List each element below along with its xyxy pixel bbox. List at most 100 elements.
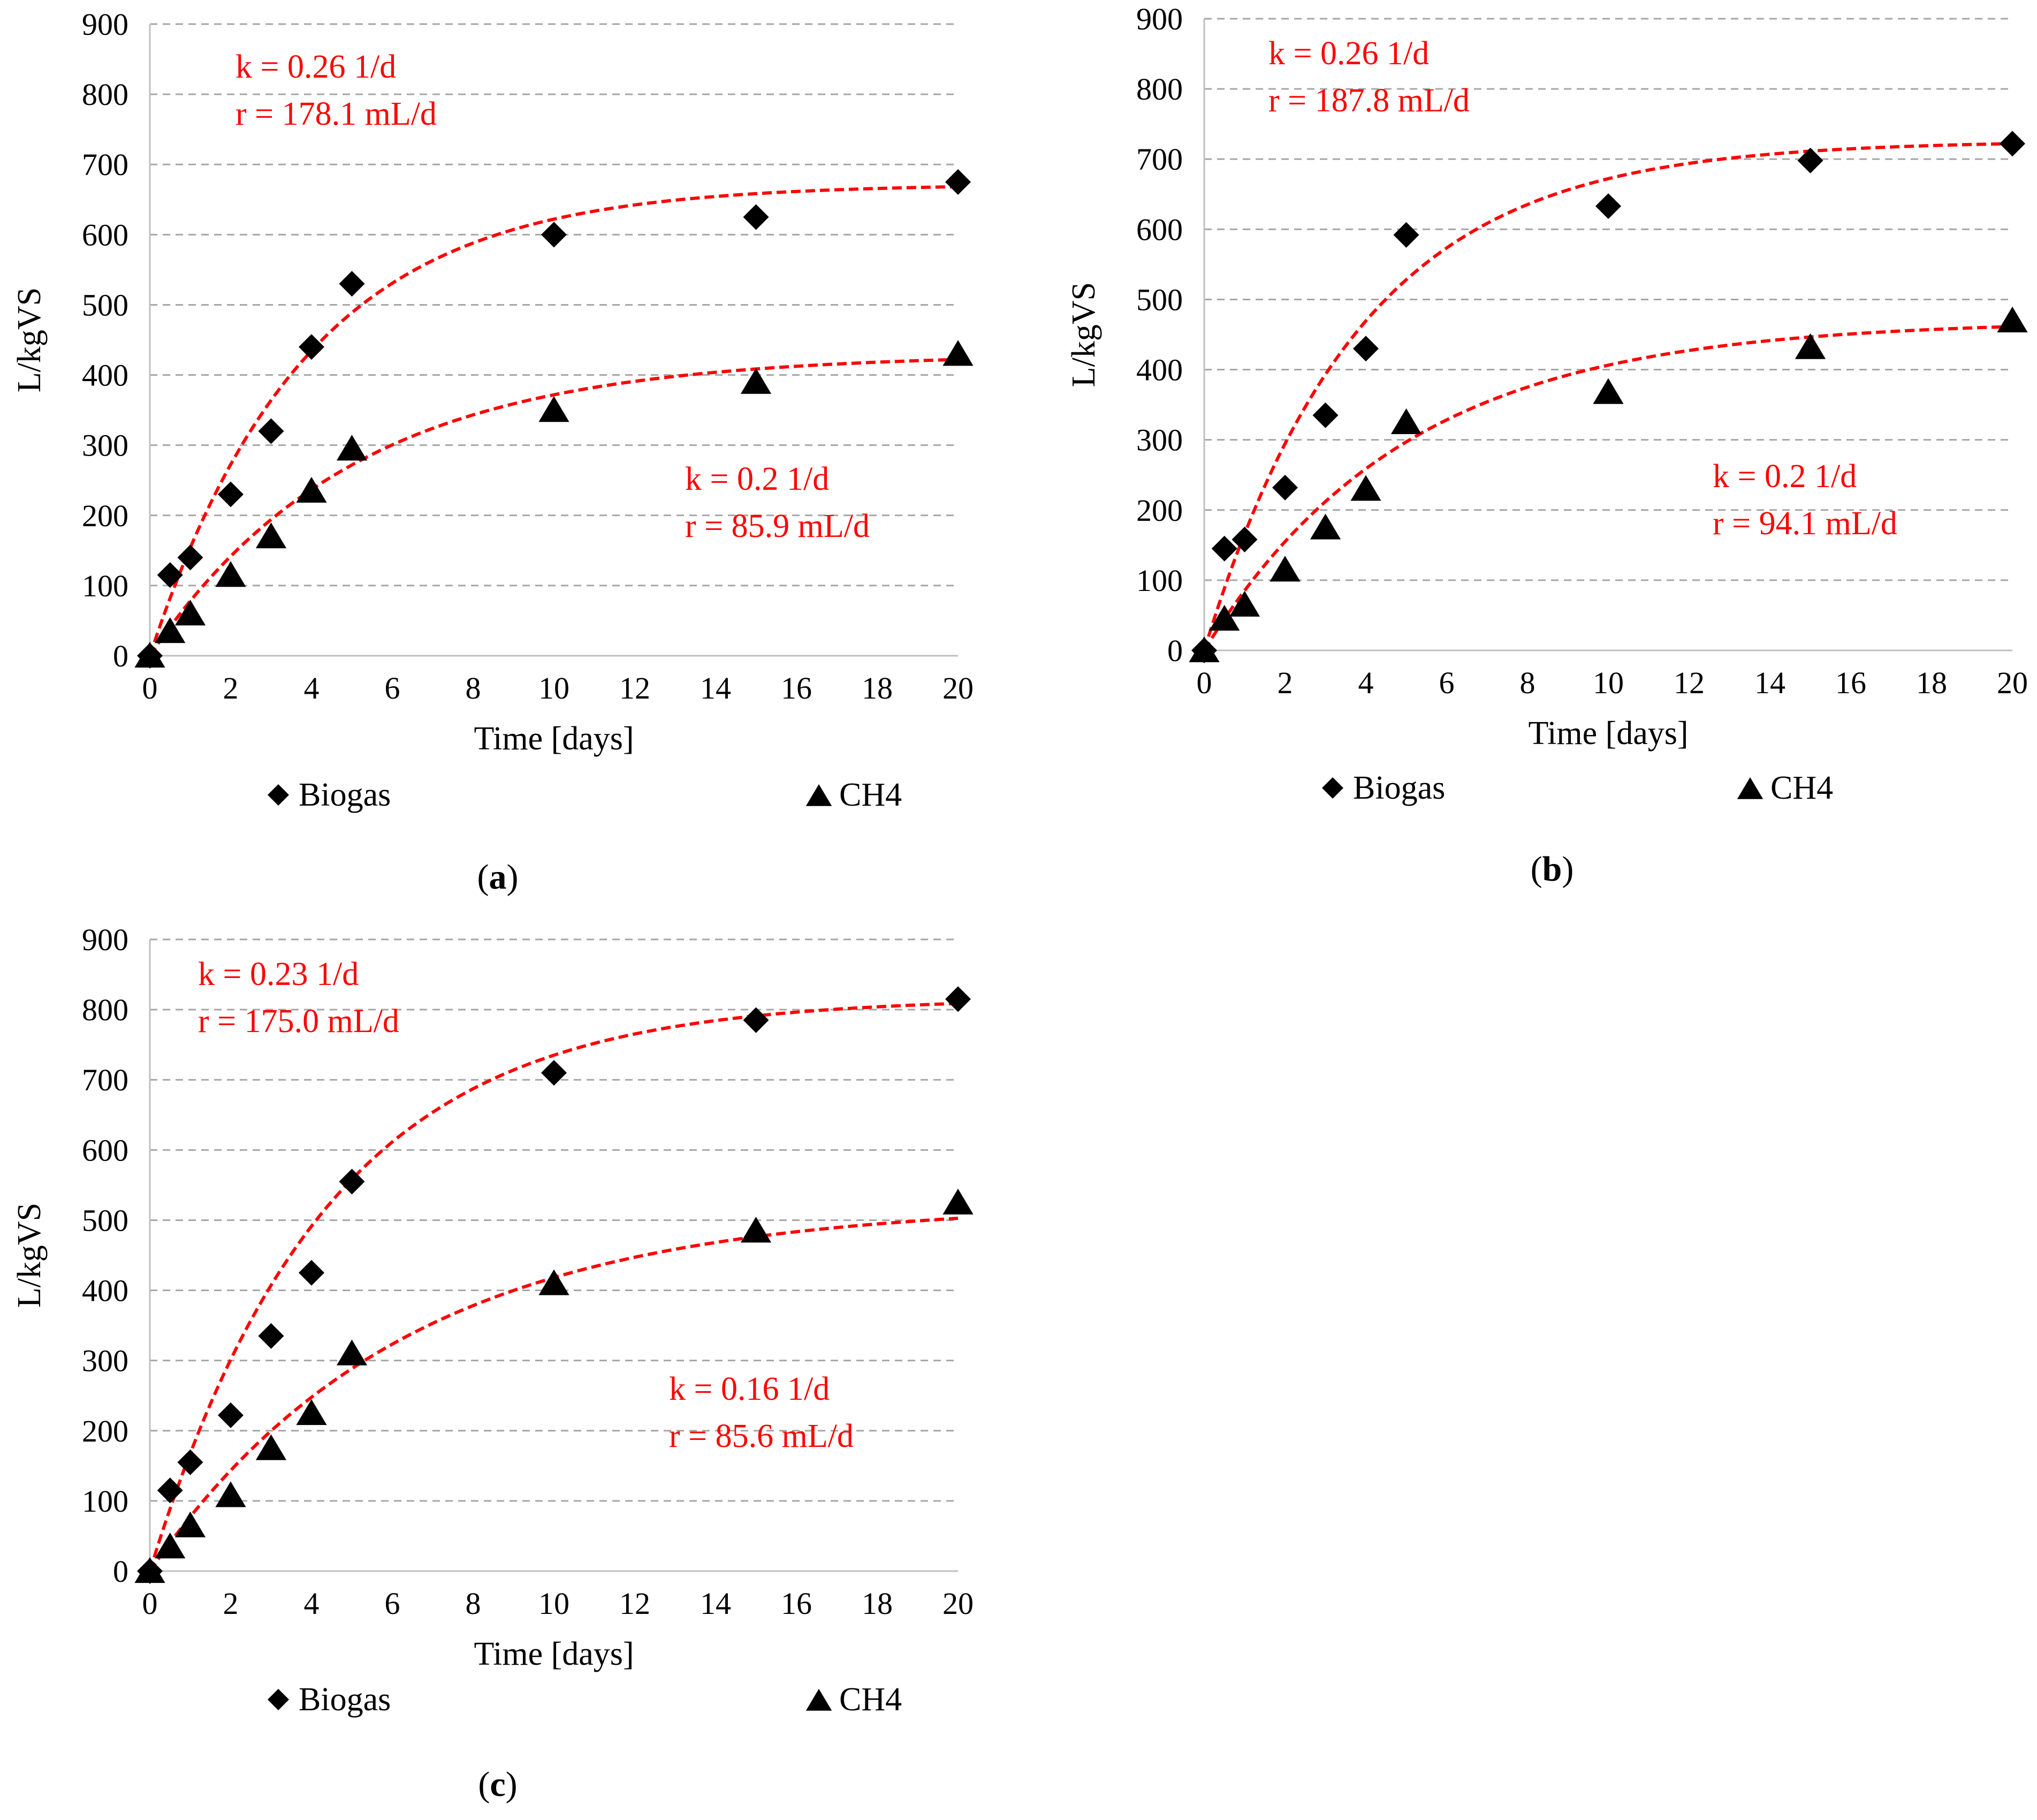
x-tick-label: 18 (862, 671, 893, 706)
data-point-biogas (157, 562, 183, 588)
annotation-ch4: r = 85.9 mL/d (685, 508, 870, 544)
y-tick-label: 700 (82, 147, 128, 182)
chart-panel-b: 0 100 200 300 400 500 600 700 800 900 0 2 4 6 8 10 12 14 1… (1066, 2, 2028, 889)
annotation-ch4: r = 85.6 mL/d (669, 1418, 854, 1454)
x-tick-label: 6 (385, 671, 400, 706)
data-point-biogas (1312, 402, 1339, 428)
data-point-ch4 (1350, 475, 1381, 501)
x-tick-label: 20 (943, 671, 974, 706)
y-axis-title: L/kgVS (11, 1203, 48, 1308)
x-tick-label: 16 (1835, 665, 1866, 700)
y-axis-title: L/kgVS (1066, 282, 1102, 387)
data-point-ch4 (255, 1434, 287, 1460)
data-point-ch4 (155, 617, 186, 643)
data-point-biogas (541, 222, 567, 248)
data-point-ch4 (538, 396, 569, 422)
x-tick-label: 8 (466, 1586, 481, 1621)
x-tick-label: 4 (1358, 665, 1374, 700)
y-tick-label: 700 (1136, 142, 1183, 177)
data-point-biogas (177, 544, 203, 571)
y-tick-label: 300 (82, 1344, 128, 1378)
x-tick-label: 20 (943, 1586, 974, 1621)
x-tick-label: 8 (466, 671, 481, 706)
data-point-ch4 (1997, 306, 2028, 332)
x-tick-label: 20 (1997, 665, 2028, 700)
x-tick-label: 10 (538, 671, 569, 706)
data-point-biogas (177, 1449, 203, 1475)
panel-caption: (c) (478, 1765, 517, 1804)
y-tick-label: 800 (82, 992, 128, 1027)
data-point-biogas (258, 418, 284, 444)
x-tick-label: 12 (619, 1586, 650, 1621)
x-tick-label: 16 (781, 671, 812, 706)
data-point-ch4 (943, 1188, 974, 1215)
y-tick-label: 500 (1136, 282, 1183, 317)
y-tick-label: 600 (82, 217, 128, 252)
annotation-ch4: k = 0.2 1/d (1713, 458, 1857, 495)
x-tick-label: 0 (142, 671, 158, 706)
x-tick-label: 0 (142, 1586, 158, 1621)
x-axis-title: Time [days] (474, 721, 634, 757)
fit-curve-biogas (1203, 142, 2013, 651)
legend-label-biogas: Biogas (299, 1681, 391, 1718)
x-tick-label: 14 (1754, 665, 1785, 700)
annotation-biogas: r = 175.0 mL/d (198, 1003, 399, 1040)
x-tick-label: 6 (385, 1586, 400, 1621)
legend-marker-ch4 (805, 1689, 832, 1711)
y-tick-label: 900 (82, 922, 128, 957)
data-point-ch4 (215, 561, 246, 587)
legend-label-ch4: CH4 (839, 1681, 902, 1718)
annotation-biogas: k = 0.26 1/d (1268, 35, 1429, 72)
y-tick-label: 800 (82, 77, 128, 112)
legend-label-biogas: Biogas (1353, 770, 1445, 806)
annotation-ch4: k = 0.2 1/d (685, 461, 829, 497)
x-tick-label: 10 (1593, 665, 1624, 700)
x-tick-label: 18 (862, 1586, 893, 1621)
fit-curve-ch4 (1203, 325, 2013, 651)
data-point-biogas (218, 481, 244, 507)
y-tick-label: 900 (1136, 2, 1183, 36)
x-tick-label: 0 (1197, 665, 1212, 700)
y-tick-label: 300 (82, 428, 128, 463)
x-axis-title: Time [days] (1528, 715, 1688, 752)
annotation-biogas: k = 0.23 1/d (198, 956, 359, 992)
chart-panel-a: 0 100 200 300 400 500 600 700 800 900 0 2 4 6 8 10 12 14 1… (11, 7, 974, 897)
legend-marker-ch4 (1737, 777, 1764, 799)
y-tick-label: 0 (113, 639, 128, 673)
x-tick-label: 4 (304, 1586, 320, 1621)
panel-caption: (a) (477, 858, 519, 897)
y-tick-label: 200 (82, 498, 128, 533)
y-tick-label: 900 (82, 7, 128, 42)
legend-marker-biogas (268, 1689, 289, 1710)
x-tick-label: 2 (223, 671, 239, 706)
legend-label-biogas: Biogas (299, 777, 391, 813)
annotation-ch4: k = 0.16 1/d (669, 1371, 830, 1407)
x-tick-label: 6 (1439, 665, 1455, 700)
data-point-ch4 (1189, 636, 1220, 663)
data-point-ch4 (943, 340, 974, 366)
y-tick-label: 400 (82, 1273, 128, 1308)
data-point-biogas (743, 204, 769, 230)
y-tick-label: 100 (82, 568, 128, 603)
y-tick-label: 600 (1136, 212, 1183, 247)
data-point-ch4 (1390, 408, 1422, 434)
data-point-biogas (945, 986, 971, 1012)
data-point-biogas (541, 1060, 567, 1086)
data-point-biogas (2000, 131, 2025, 157)
data-point-ch4 (336, 435, 368, 461)
annotation-biogas: r = 187.8 mL/d (1268, 82, 1470, 119)
data-point-ch4 (1593, 378, 1624, 404)
legend-label-ch4: CH4 (1770, 770, 1833, 806)
legend-marker-ch4 (805, 784, 832, 806)
y-tick-label: 300 (1136, 423, 1183, 458)
data-point-biogas (945, 169, 971, 195)
x-tick-label: 12 (1674, 665, 1705, 700)
data-point-ch4 (1229, 590, 1260, 617)
y-tick-label: 0 (1167, 633, 1183, 668)
y-tick-label: 500 (82, 287, 128, 322)
y-tick-label: 600 (82, 1133, 128, 1167)
x-tick-label: 16 (781, 1586, 812, 1621)
panel-caption: (b) (1531, 850, 1574, 889)
data-point-ch4 (174, 600, 206, 626)
data-point-ch4 (296, 476, 327, 503)
